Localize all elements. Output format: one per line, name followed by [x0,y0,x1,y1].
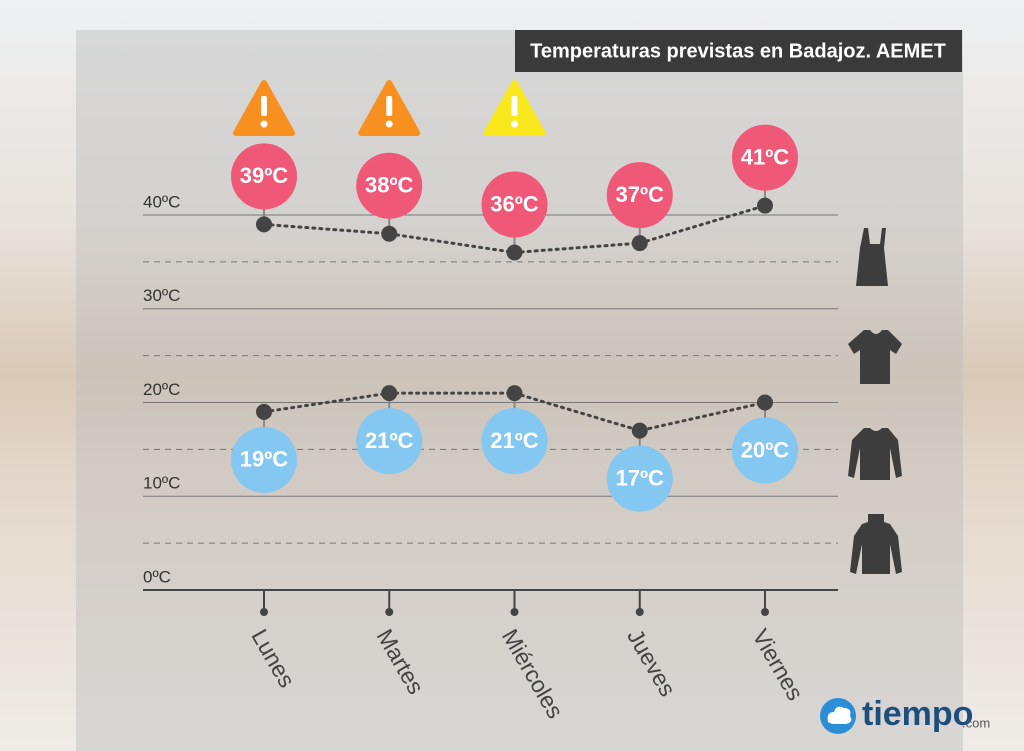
value-label-bubble [606,162,673,229]
point [381,385,398,402]
logo-text: tiempo [862,695,973,733]
value-label: 36ºC [490,191,539,216]
value-label-bubble [231,143,297,210]
warning-dot [385,120,393,128]
point [757,197,773,214]
warning-dot [260,120,268,128]
value-label-bubble [481,171,548,238]
value-label-bubble [732,417,798,484]
point [506,385,523,402]
logo-cloud [827,706,852,724]
logo-suffix: .com [962,715,990,730]
y-tick-label: 10ºC [143,474,180,493]
value-label-bubble [231,426,297,493]
y-tick-label: 30ºC [143,286,180,305]
value-label: 21ºC [365,428,414,453]
warning-icon [233,80,295,136]
value-label: 37ºC [616,182,665,207]
value-label: 39ºC [240,163,289,188]
value-label-bubble [481,408,548,475]
tank-top-icon [856,228,888,286]
sweater-icon [850,514,902,574]
point [256,403,272,420]
warning-icon [483,80,546,136]
point [381,225,398,242]
x-tick-dot [635,608,644,616]
x-tick-dot [510,608,519,616]
value-label-bubble [606,445,673,512]
point [256,216,272,233]
point [506,244,523,261]
value-label: 17ºC [616,465,665,490]
value-label: 38ºC [365,173,414,198]
tshirt-icon [848,330,902,384]
y-tick-label: 0ºC [143,567,171,586]
value-label: 21ºC [490,428,539,453]
value-label-bubble [356,408,423,475]
x-tick-dot [761,608,769,616]
value-label-bubble [732,124,798,191]
value-label: 20ºC [741,437,790,462]
clothing-icons [848,228,902,574]
warning-bar [511,96,518,116]
value-label-bubble [356,152,423,219]
chart-title: Temperaturas previstas en Badajoz. AEMET [530,40,946,62]
x-tick-dot [260,608,268,616]
point [631,235,648,252]
warning-icon [358,80,421,136]
warning-bar [261,96,267,116]
warning-dot [511,120,518,128]
x-tick-dot [385,608,394,616]
value-label: 19ºC [240,447,289,472]
y-tick-label: 40ºC [143,192,180,211]
point [631,422,648,439]
logo: tiempo .com [820,695,990,734]
warning-bar [386,96,393,116]
long-sleeve-icon [848,428,902,480]
point [757,394,773,411]
value-label: 41ºC [741,144,790,169]
title-box [515,30,962,72]
y-tick-label: 20ºC [143,380,180,399]
